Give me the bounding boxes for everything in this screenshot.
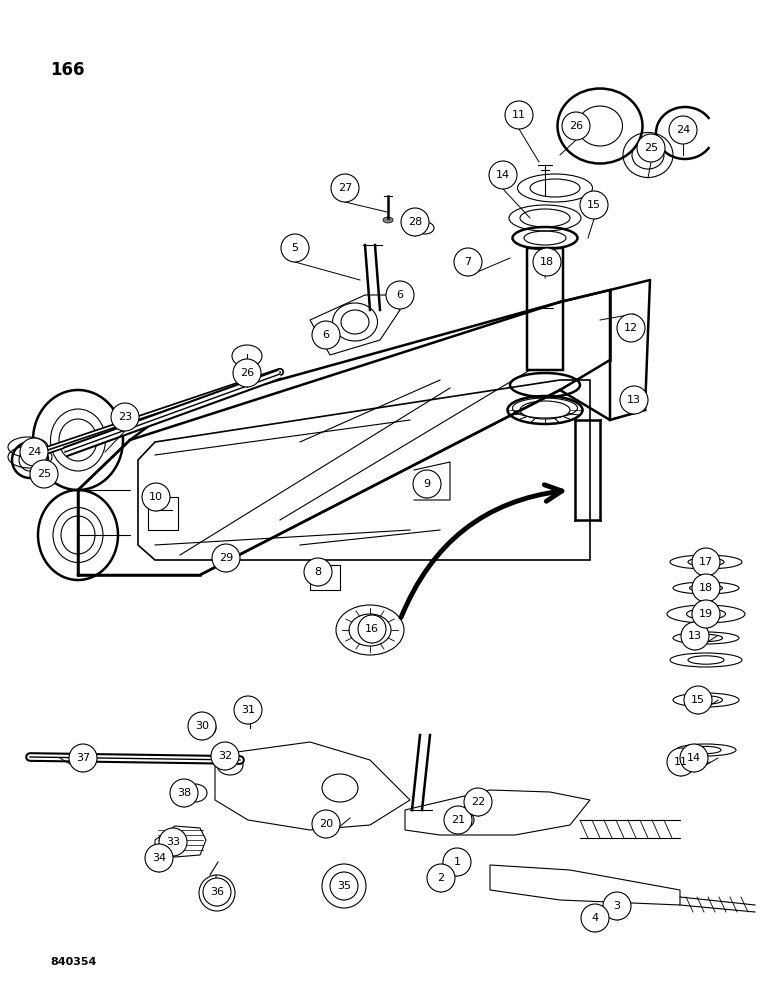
Text: 32: 32 — [218, 751, 232, 761]
Text: 26: 26 — [240, 368, 254, 378]
Circle shape — [533, 248, 561, 276]
Circle shape — [443, 848, 471, 876]
Circle shape — [427, 864, 455, 892]
Text: 17: 17 — [699, 557, 713, 567]
Circle shape — [233, 359, 261, 387]
Text: 13: 13 — [627, 395, 641, 405]
Text: 29: 29 — [219, 553, 233, 563]
Circle shape — [203, 878, 231, 906]
Circle shape — [562, 112, 590, 140]
Text: 14: 14 — [496, 170, 510, 180]
Circle shape — [454, 248, 482, 276]
Circle shape — [304, 558, 332, 586]
Circle shape — [20, 438, 48, 466]
Circle shape — [581, 904, 609, 932]
Text: 15: 15 — [587, 200, 601, 210]
Circle shape — [637, 134, 665, 162]
Text: 7: 7 — [465, 257, 472, 267]
Text: 38: 38 — [177, 788, 191, 798]
Circle shape — [212, 544, 240, 572]
Circle shape — [401, 208, 429, 236]
Circle shape — [692, 548, 720, 576]
Circle shape — [30, 460, 58, 488]
Text: 35: 35 — [337, 881, 351, 891]
Circle shape — [681, 622, 709, 650]
Circle shape — [667, 748, 695, 776]
Text: 34: 34 — [152, 853, 166, 863]
Text: 21: 21 — [451, 815, 465, 825]
Text: 19: 19 — [699, 609, 713, 619]
Text: 11: 11 — [512, 110, 526, 120]
Circle shape — [413, 470, 441, 498]
Text: 24: 24 — [27, 447, 41, 457]
Circle shape — [211, 742, 239, 770]
Text: 840354: 840354 — [50, 957, 96, 967]
Text: 6: 6 — [323, 330, 330, 340]
Text: 13: 13 — [688, 631, 702, 641]
Text: 33: 33 — [166, 837, 180, 847]
Text: 25: 25 — [644, 143, 658, 153]
Text: 30: 30 — [195, 721, 209, 731]
Text: 4: 4 — [591, 913, 598, 923]
Text: 18: 18 — [540, 257, 554, 267]
Circle shape — [330, 872, 358, 900]
Text: 11: 11 — [674, 757, 688, 767]
Circle shape — [358, 615, 386, 643]
Text: 2: 2 — [438, 873, 445, 883]
Text: 26: 26 — [569, 121, 583, 131]
Text: 28: 28 — [408, 217, 422, 227]
Circle shape — [312, 810, 340, 838]
Text: 18: 18 — [699, 583, 713, 593]
Circle shape — [188, 712, 216, 740]
Text: 8: 8 — [314, 567, 322, 577]
Circle shape — [580, 191, 608, 219]
Text: 1: 1 — [453, 857, 461, 867]
Circle shape — [170, 779, 198, 807]
Text: 20: 20 — [319, 819, 333, 829]
Text: 3: 3 — [614, 901, 621, 911]
Text: 22: 22 — [471, 797, 485, 807]
Text: 5: 5 — [292, 243, 299, 253]
Circle shape — [312, 321, 340, 349]
Circle shape — [281, 234, 309, 262]
Circle shape — [620, 386, 648, 414]
Circle shape — [145, 844, 173, 872]
Circle shape — [234, 696, 262, 724]
Text: 12: 12 — [624, 323, 638, 333]
Text: 36: 36 — [210, 887, 224, 897]
Circle shape — [692, 600, 720, 628]
Circle shape — [489, 161, 517, 189]
Text: 14: 14 — [687, 753, 701, 763]
Circle shape — [684, 686, 712, 714]
Circle shape — [111, 403, 139, 431]
Circle shape — [142, 483, 170, 511]
Circle shape — [617, 314, 645, 342]
Text: 37: 37 — [76, 753, 90, 763]
Circle shape — [680, 744, 708, 772]
Ellipse shape — [383, 217, 393, 223]
Text: 15: 15 — [691, 695, 705, 705]
Text: 6: 6 — [397, 290, 404, 300]
Circle shape — [603, 892, 631, 920]
Circle shape — [444, 806, 472, 834]
Text: 24: 24 — [676, 125, 690, 135]
Text: 27: 27 — [338, 183, 352, 193]
Text: 31: 31 — [241, 705, 255, 715]
Circle shape — [331, 174, 359, 202]
Text: 16: 16 — [365, 624, 379, 634]
Circle shape — [464, 788, 492, 816]
Circle shape — [692, 574, 720, 602]
Text: 25: 25 — [37, 469, 51, 479]
Circle shape — [505, 101, 533, 129]
Text: 166: 166 — [50, 61, 84, 79]
Circle shape — [386, 281, 414, 309]
Text: 23: 23 — [118, 412, 132, 422]
Circle shape — [69, 744, 97, 772]
Text: 9: 9 — [423, 479, 431, 489]
Circle shape — [669, 116, 697, 144]
Text: 10: 10 — [149, 492, 163, 502]
Circle shape — [159, 828, 187, 856]
